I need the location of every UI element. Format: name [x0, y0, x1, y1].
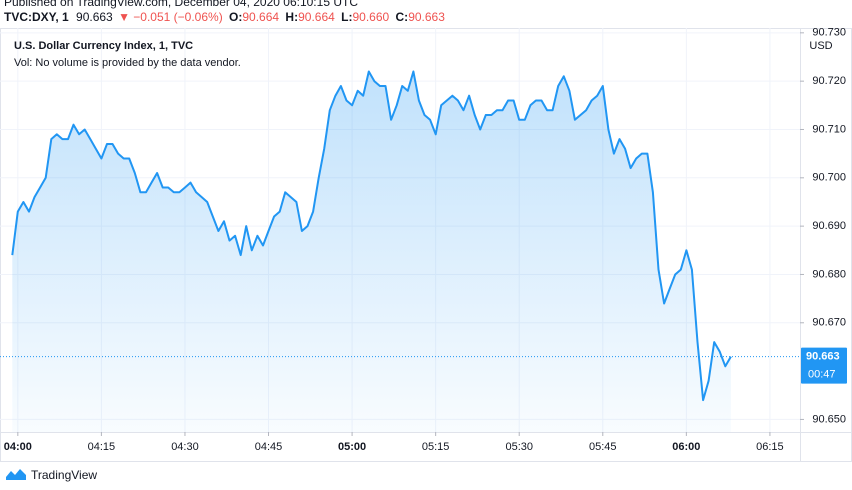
x-tick-label: 04:15	[88, 441, 116, 453]
y-tick-label: 90.720	[812, 75, 846, 87]
last-price-box	[801, 347, 847, 384]
published: Published on TradingView.com, December 0…	[4, 0, 358, 9]
countdown: 00:47	[808, 369, 836, 381]
x-tick-label: 04:00	[4, 441, 32, 453]
x-tick-label: 05:30	[505, 441, 533, 453]
header-line: TVC:DXY, 1 90.663 ▼ −0.051 (−0.06%) O:90…	[4, 10, 445, 24]
c: 90.663	[408, 10, 445, 24]
chart-title: U.S. Dollar Currency Index, 1, TVC	[14, 40, 193, 52]
y-tick-label: 90.700	[812, 172, 846, 184]
x-tick-label: 05:45	[589, 441, 617, 453]
x-tick-label: 05:00	[338, 441, 366, 453]
x-tick-label: 04:45	[255, 441, 283, 453]
x-tick-label: 05:15	[422, 441, 450, 453]
symbol: TVC:DXY, 1	[4, 10, 69, 24]
currency-box	[806, 38, 836, 54]
change: ▼ −0.051 (−0.06%)	[118, 10, 223, 24]
price-line	[11, 70, 732, 402]
y-tick-label: 90.710	[812, 123, 846, 135]
x-tick-label: 04:30	[171, 441, 199, 453]
last-price-label: 90.663	[806, 351, 840, 363]
y-tick-label: 90.690	[812, 220, 846, 232]
plot	[0, 70, 800, 432]
h: 90.664	[298, 10, 335, 24]
brand: TradingView	[31, 468, 97, 482]
x-tick-label: 06:15	[756, 441, 784, 453]
x-tick-label: 06:00	[672, 441, 700, 453]
l-label: L:	[341, 10, 352, 24]
chart-subtitle: Vol: No volume is provided by the data v…	[14, 57, 241, 69]
o-label: O:	[229, 10, 242, 24]
area-fill	[12, 71, 731, 432]
y-tick-label: 90.680	[812, 268, 846, 280]
price: 90.663	[76, 10, 113, 24]
o: 90.664	[242, 10, 279, 24]
currency: USD	[809, 40, 832, 52]
h-label: H:	[285, 10, 298, 24]
y-tick-label: 90.650	[812, 413, 846, 425]
y-tick-label: 90.670	[812, 317, 846, 329]
tv-logo	[6, 469, 26, 480]
l: 90.660	[352, 10, 389, 24]
c-label: C:	[396, 10, 409, 24]
y-tick-label: 90.730	[812, 27, 846, 39]
